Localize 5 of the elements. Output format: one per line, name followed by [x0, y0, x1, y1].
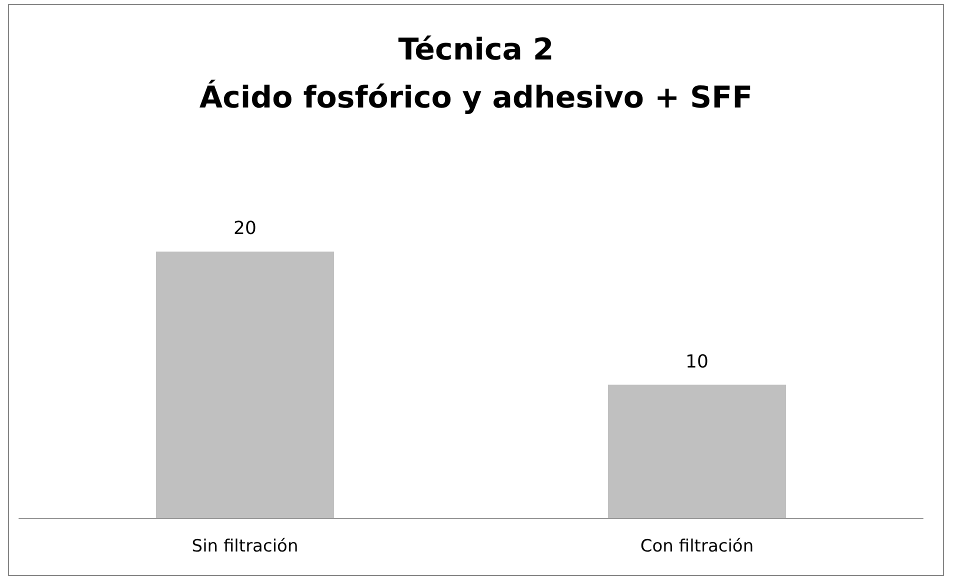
- x-tick-label: Con filtración: [640, 536, 754, 556]
- data-label: 20: [234, 218, 256, 240]
- x-tick-label: Sin filtración: [192, 536, 298, 556]
- chart-title: Técnica 2 Ácido fosfórico y adhesivo + SFF: [199, 32, 753, 116]
- data-label: 10: [686, 351, 708, 372]
